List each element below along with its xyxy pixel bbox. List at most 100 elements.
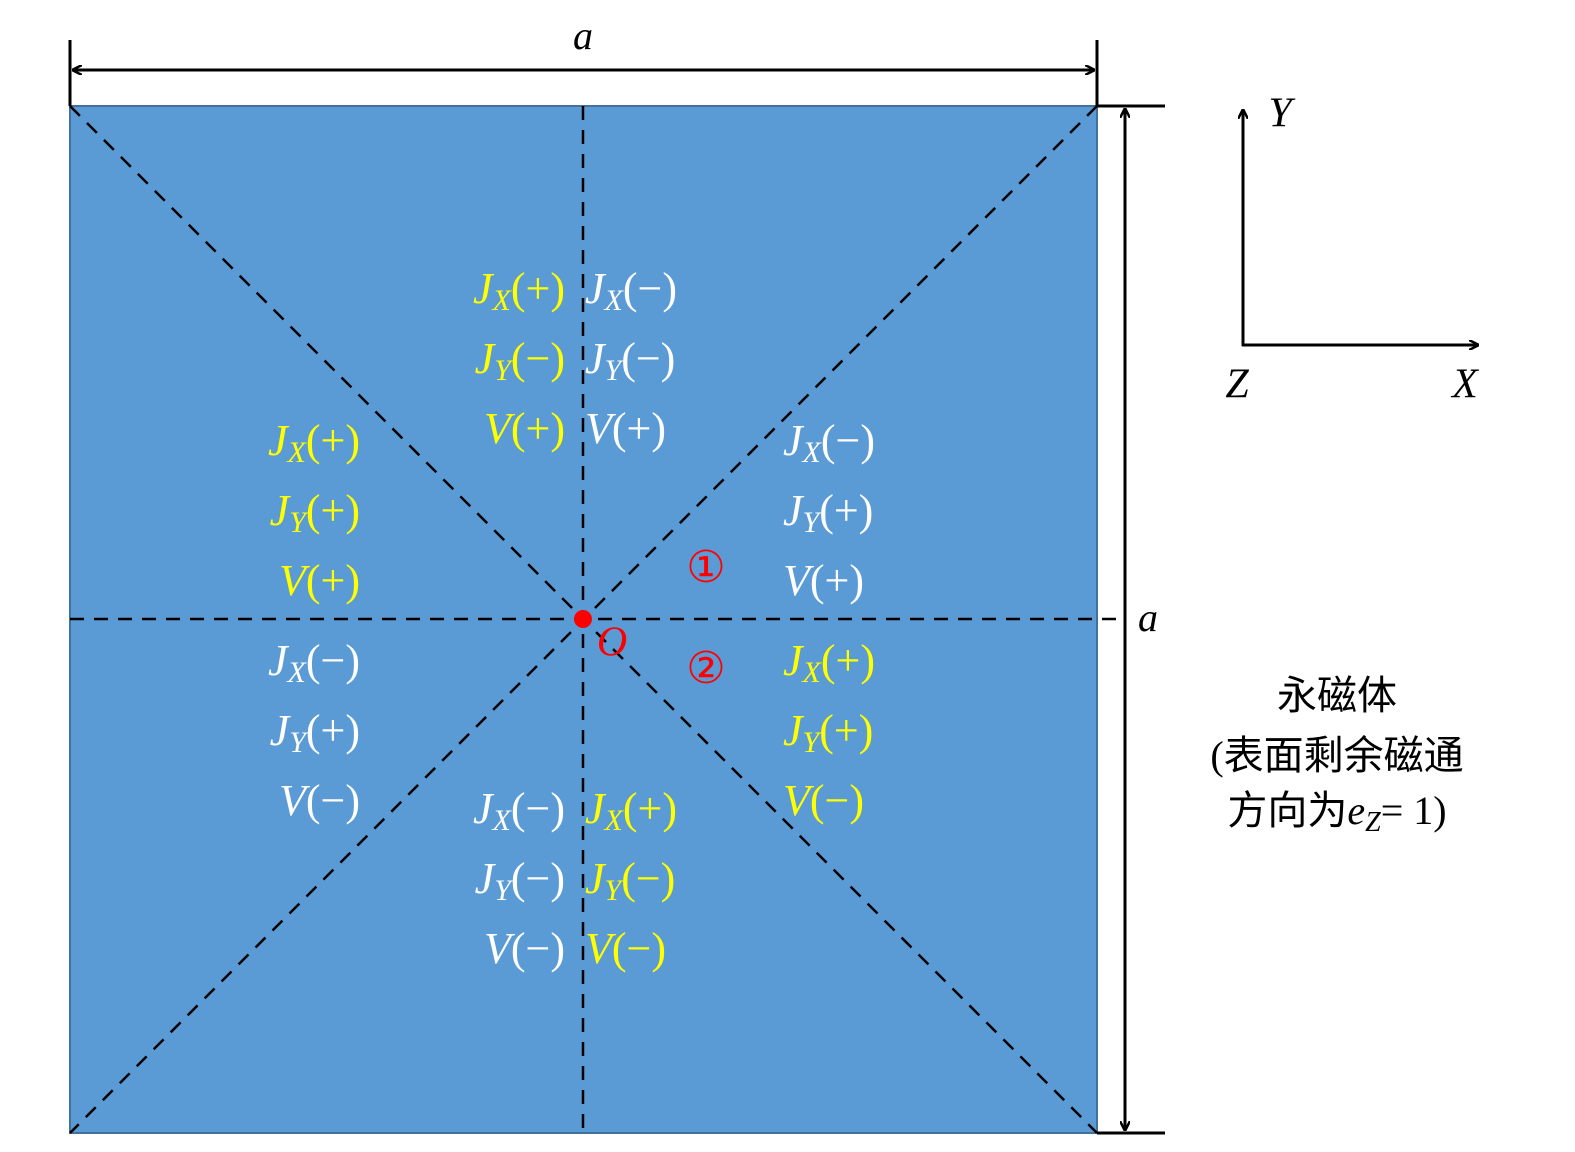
region-label: JY(−) bbox=[475, 854, 565, 907]
caption-text: = 1) bbox=[1381, 788, 1447, 833]
label-sign: (+) bbox=[623, 784, 677, 833]
region-label: JX(+) bbox=[473, 264, 565, 317]
region-label: JY(+) bbox=[783, 486, 873, 539]
region-label: V(−) bbox=[783, 776, 864, 825]
label-sign: (−) bbox=[511, 924, 565, 973]
label-sign: (+) bbox=[819, 486, 873, 535]
label-sign: (+) bbox=[306, 416, 360, 465]
label-sign: (−) bbox=[306, 776, 360, 825]
label-sign: (−) bbox=[621, 334, 675, 383]
region-label: V(+) bbox=[484, 404, 565, 453]
label-subscript: X bbox=[492, 804, 513, 837]
dimension-label: a bbox=[1138, 595, 1158, 640]
label-symbol: V bbox=[279, 556, 311, 605]
label-symbol: J bbox=[585, 264, 607, 313]
label-sign: (−) bbox=[306, 636, 360, 685]
region-label: JY(−) bbox=[585, 854, 675, 907]
region-label: JX(−) bbox=[585, 264, 677, 317]
region-label: JX(−) bbox=[783, 416, 875, 469]
label-subscript: Y bbox=[605, 354, 625, 387]
region-label: V(+) bbox=[585, 404, 666, 453]
label-sign: (+) bbox=[819, 706, 873, 755]
label-subscript: Y bbox=[494, 354, 514, 387]
label-sign: (−) bbox=[612, 924, 666, 973]
label-subscript: Y bbox=[803, 726, 823, 759]
label-sign: (−) bbox=[621, 854, 675, 903]
label-sign: (+) bbox=[810, 556, 864, 605]
label-sign: (+) bbox=[612, 404, 666, 453]
label-sign: (−) bbox=[511, 854, 565, 903]
label-symbol: J bbox=[473, 784, 495, 833]
label-symbol: J bbox=[270, 486, 292, 535]
label-sign: (+) bbox=[306, 486, 360, 535]
region-label: JY(+) bbox=[270, 706, 360, 759]
region-label: JX(+) bbox=[585, 784, 677, 837]
label-subscript: X bbox=[604, 804, 625, 837]
label-symbol: J bbox=[270, 706, 292, 755]
region-label: JY(−) bbox=[585, 334, 675, 387]
label-sign: (+) bbox=[511, 264, 565, 313]
label-sign: (−) bbox=[821, 416, 875, 465]
caption-text: 方向为 bbox=[1227, 788, 1347, 833]
label-symbol: J bbox=[268, 636, 290, 685]
label-symbol: V bbox=[484, 404, 516, 453]
caption: 永磁体 bbox=[1277, 673, 1397, 718]
label-symbol: V bbox=[279, 776, 311, 825]
label-symbol: J bbox=[475, 854, 497, 903]
label-sign: (−) bbox=[511, 334, 565, 383]
label-symbol: J bbox=[783, 486, 805, 535]
label-symbol: J bbox=[783, 636, 805, 685]
label-sign: (−) bbox=[810, 776, 864, 825]
label-symbol: J bbox=[473, 264, 495, 313]
label-symbol: V bbox=[585, 404, 617, 453]
label-subscript: X bbox=[492, 284, 513, 317]
axis-label: Y bbox=[1268, 91, 1296, 137]
label-subscript: Y bbox=[803, 506, 823, 539]
label-sign: (+) bbox=[821, 636, 875, 685]
caption-subscript: Z bbox=[1365, 807, 1381, 838]
label-subscript: Y bbox=[494, 874, 514, 907]
axis-indicator bbox=[1242, 110, 1478, 346]
dimension-lines bbox=[68, 40, 1165, 1135]
label-subscript: X bbox=[802, 656, 823, 689]
origin-label: O bbox=[597, 620, 627, 666]
region-label: V(−) bbox=[279, 776, 360, 825]
label-sign: (+) bbox=[511, 404, 565, 453]
axis-label: Z bbox=[1225, 362, 1249, 408]
label-symbol: V bbox=[484, 924, 516, 973]
label-subscript: X bbox=[802, 436, 823, 469]
label-symbol: J bbox=[585, 334, 607, 383]
region-label: V(+) bbox=[279, 556, 360, 605]
label-symbol: J bbox=[783, 706, 805, 755]
caption-symbol: e bbox=[1347, 788, 1365, 833]
label-symbol: V bbox=[783, 556, 815, 605]
region-label: V(−) bbox=[585, 924, 666, 973]
region-label: JX(+) bbox=[268, 416, 360, 469]
region-label: V(−) bbox=[484, 924, 565, 973]
label-subscript: Y bbox=[289, 726, 309, 759]
label-subscript: X bbox=[287, 656, 308, 689]
caption: 方向为eZ= 1) bbox=[1227, 788, 1446, 838]
region-label: JY(−) bbox=[475, 334, 565, 387]
label-sign: (+) bbox=[306, 706, 360, 755]
region-label: V(+) bbox=[783, 556, 864, 605]
label-subscript: Y bbox=[289, 506, 309, 539]
label-subscript: Y bbox=[605, 874, 625, 907]
label-symbol: J bbox=[268, 416, 290, 465]
region-label: JX(+) bbox=[783, 636, 875, 689]
label-subscript: X bbox=[604, 284, 625, 317]
region-label: JY(+) bbox=[270, 486, 360, 539]
label-sign: (−) bbox=[511, 784, 565, 833]
label-subscript: X bbox=[287, 436, 308, 469]
region-mark: ① bbox=[686, 543, 725, 592]
label-symbol: J bbox=[585, 854, 607, 903]
region-mark: ② bbox=[686, 644, 725, 693]
caption: (表面剩余磁通 bbox=[1210, 733, 1463, 778]
origin-point bbox=[574, 610, 592, 628]
label-sign: (+) bbox=[306, 556, 360, 605]
label-symbol: V bbox=[783, 776, 815, 825]
region-label: JX(−) bbox=[268, 636, 360, 689]
region-label: JY(+) bbox=[783, 706, 873, 759]
label-symbol: J bbox=[783, 416, 805, 465]
